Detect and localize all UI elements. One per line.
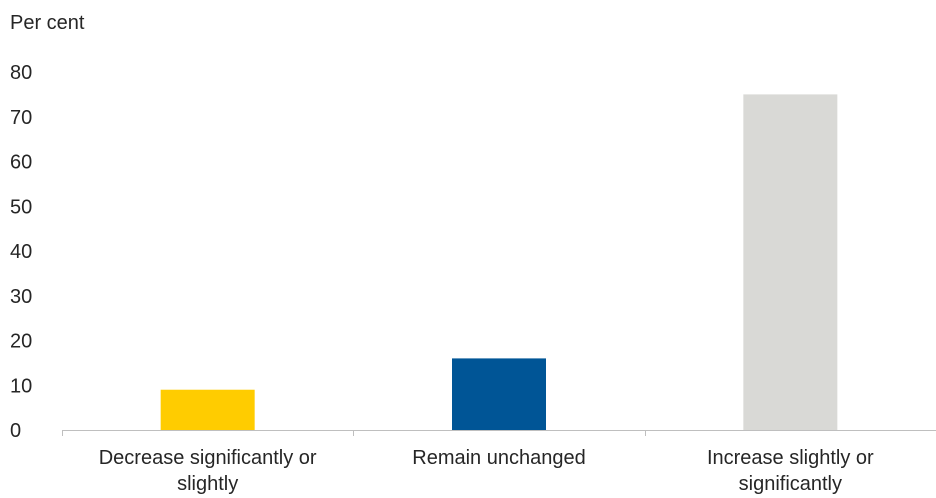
x-category-label: Remain unchanged — [412, 447, 585, 469]
bar — [452, 358, 546, 430]
x-category-label: Decrease significantly or — [99, 447, 317, 469]
y-tick-label: 20 — [10, 331, 32, 353]
y-tick-label: 0 — [10, 420, 21, 442]
y-tick-label: 50 — [10, 196, 32, 218]
y-tick-label: 80 — [10, 62, 32, 84]
x-category-label: Increase slightly or — [707, 447, 874, 469]
x-category-label: slightly — [177, 473, 238, 495]
bar — [160, 389, 255, 430]
x-category-label: significantly — [739, 473, 842, 495]
y-tick-label: 70 — [10, 107, 32, 129]
bar — [743, 94, 838, 430]
y-tick-label: 40 — [10, 241, 32, 263]
y-tick-label: 60 — [10, 152, 32, 174]
y-tick-label: 10 — [10, 375, 32, 397]
y-tick-label: 30 — [10, 286, 32, 308]
y-axis-unit-label: Per cent — [10, 12, 85, 34]
